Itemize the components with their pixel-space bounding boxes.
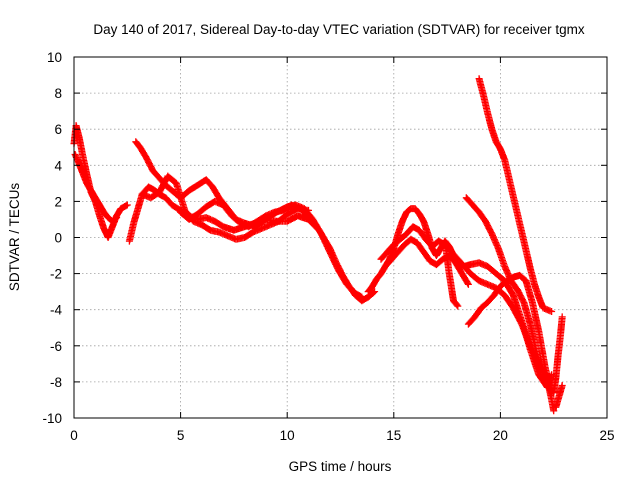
x-tick-label: 20 <box>493 428 508 443</box>
series-trace-11 <box>462 194 558 415</box>
series-trace-6 <box>177 197 312 231</box>
x-tick-label: 10 <box>280 428 295 443</box>
marker-path <box>364 205 556 391</box>
x-tick-label: 5 <box>177 428 185 443</box>
series-trace-9 <box>381 235 472 288</box>
grid-lines <box>74 57 607 418</box>
series-trace-15 <box>441 237 462 310</box>
series-trace-1 <box>70 122 131 241</box>
marker-path <box>132 138 366 301</box>
marker-path <box>381 235 472 288</box>
y-tick-label: 6 <box>54 122 62 137</box>
marker-path <box>177 197 312 231</box>
y-tick-label: 10 <box>47 50 62 65</box>
marker-path <box>70 122 131 241</box>
marker-path <box>552 382 566 411</box>
marker-path <box>125 183 379 305</box>
data-points <box>70 75 566 415</box>
series-trace-7 <box>364 205 556 391</box>
series-trace-14 <box>552 382 566 411</box>
series-trace-13 <box>550 313 566 397</box>
marker-path <box>138 172 312 243</box>
y-tick-label: -6 <box>50 339 62 354</box>
x-tick-label: 0 <box>70 428 78 443</box>
series-trace-5 <box>138 172 312 243</box>
y-tick-label: -8 <box>50 375 62 390</box>
chart-title: Day 140 of 2017, Sidereal Day-to-day VTE… <box>93 22 584 37</box>
y-tick-labels: -10 -8 -6 -4 -2 0 2 4 6 8 10 <box>42 50 62 426</box>
y-tick-label: -2 <box>50 267 62 282</box>
series-trace-3 <box>125 183 379 305</box>
series-trace-4 <box>132 138 366 301</box>
x-tick-label: 15 <box>386 428 401 443</box>
marker-path <box>441 237 462 310</box>
marker-path <box>475 75 556 315</box>
axis-ticks <box>73 56 608 419</box>
series-trace-12 <box>475 75 556 315</box>
y-axis-label: SDTVAR / TECUs <box>7 183 22 292</box>
y-tick-label: 4 <box>54 158 62 173</box>
y-tick-label: 0 <box>54 231 62 246</box>
x-axis-label: GPS time / hours <box>289 459 392 474</box>
y-tick-label: 8 <box>54 86 62 101</box>
y-tick-label: 2 <box>54 194 62 209</box>
marker-path <box>550 313 566 397</box>
y-tick-label: -4 <box>50 303 62 318</box>
marker-path <box>462 194 558 415</box>
series-trace-2 <box>71 151 121 225</box>
y-tick-label: -10 <box>42 411 62 426</box>
marker-path <box>71 151 121 225</box>
x-tick-label: 25 <box>599 428 614 443</box>
x-tick-labels: 0 5 10 15 20 25 <box>70 428 614 443</box>
